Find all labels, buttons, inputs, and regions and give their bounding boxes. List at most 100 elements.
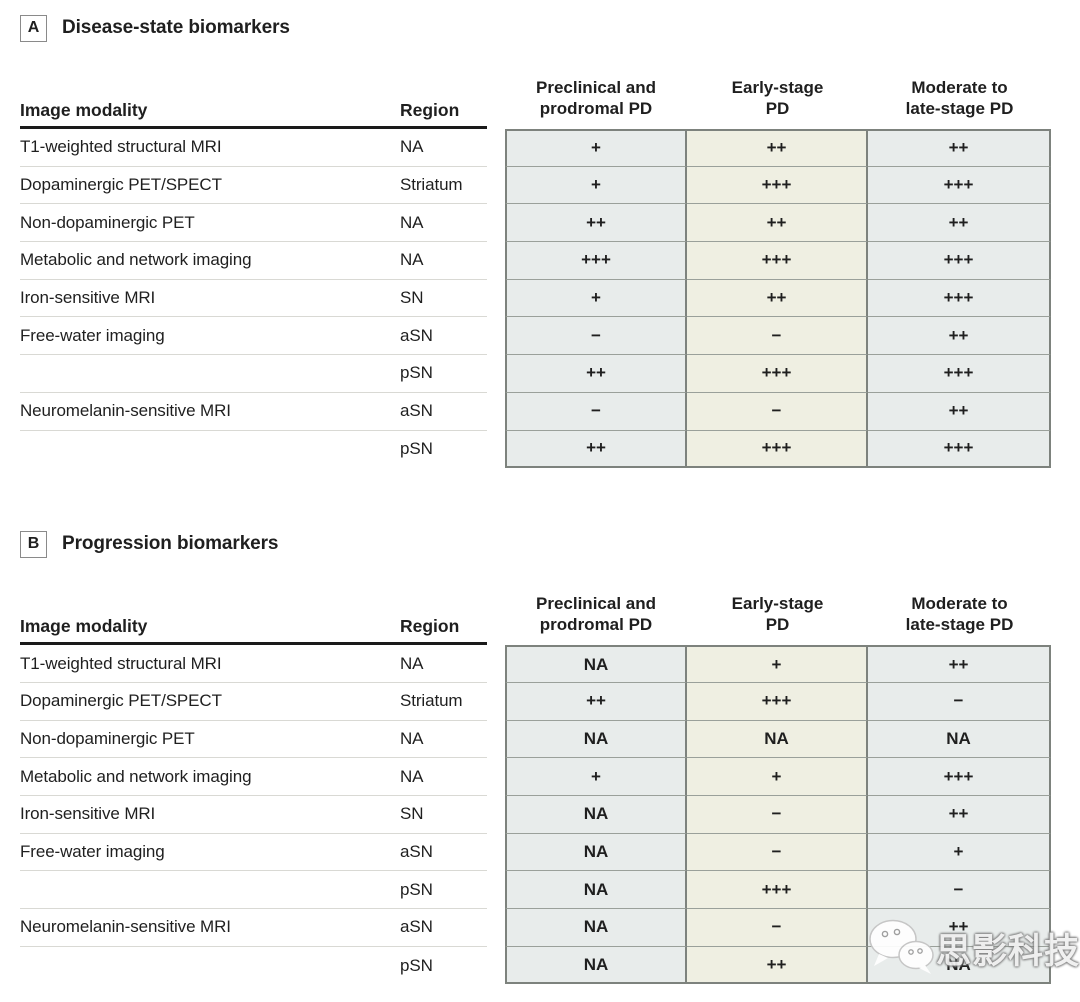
- table-row: Dopaminergic PET/SPECT Striatum ++ +++ −: [20, 682, 1051, 721]
- row-spacer: [487, 834, 505, 872]
- table-row: Neuromelanin-sensitive MRI aSN NA − ++: [20, 909, 1051, 947]
- row-spacer: [487, 796, 505, 834]
- stage-cell-preclinical: −: [505, 317, 687, 356]
- row-spacer: [487, 355, 505, 393]
- header-line: Moderate to: [911, 78, 1008, 97]
- column-header-preclinical: Preclinical and prodromal PD: [505, 594, 687, 645]
- stage-cell-preclinical: NA: [505, 720, 687, 759]
- column-header-modality: Image modality: [20, 100, 400, 129]
- header-line: prodromal PD: [539, 614, 653, 634]
- table-row: Iron-sensitive MRI SN NA − ++: [20, 795, 1051, 834]
- modality-cell: Non-dopaminergic PET: [20, 204, 400, 243]
- table-row: Free-water imaging aSN NA − +: [20, 833, 1051, 872]
- stage-cell-preclinical: −: [505, 392, 687, 431]
- row-spacer: [487, 167, 505, 205]
- region-cell: NA: [400, 721, 487, 759]
- region-cell: aSN: [400, 317, 487, 356]
- row-spacer: [487, 317, 505, 355]
- row-spacer: [487, 204, 505, 242]
- stage-cell-moderate: NA: [868, 720, 1051, 759]
- modality-cell: Iron-sensitive MRI: [20, 796, 400, 834]
- stage-cell-early: +++: [687, 430, 868, 469]
- column-header-preclinical: Preclinical and prodromal PD: [505, 78, 687, 129]
- row-spacer: [487, 758, 505, 796]
- stage-cell-moderate: ++: [868, 645, 1051, 683]
- stage-cell-early: −: [687, 795, 868, 834]
- table-row: Neuromelanin-sensitive MRI aSN − − ++: [20, 392, 1051, 431]
- modality-cell: [20, 431, 400, 469]
- column-header-early: Early-stage PD: [687, 594, 868, 645]
- stage-cell-preclinical: NA: [505, 645, 687, 683]
- column-header-early: Early-stage PD: [687, 78, 868, 129]
- header-line: Preclinical and: [536, 78, 656, 97]
- modality-cell: Neuromelanin-sensitive MRI: [20, 909, 400, 947]
- stage-cell-preclinical: +: [505, 758, 687, 796]
- stage-cell-early: NA: [687, 720, 868, 759]
- region-cell: pSN: [400, 439, 433, 459]
- row-spacer: [487, 129, 505, 167]
- table-row: T1-weighted structural MRI NA NA + ++: [20, 645, 1051, 683]
- table-row: pSN ++ +++ +++: [20, 430, 1051, 469]
- row-spacer: [487, 871, 505, 909]
- modality-cell: Dopaminergic PET/SPECT: [20, 167, 400, 205]
- stage-cell-early: ++: [687, 204, 868, 243]
- region-cell: SN: [400, 280, 487, 318]
- modality-cell: Metabolic and network imaging: [20, 242, 400, 280]
- panel-a-label: A: [20, 14, 47, 42]
- stage-cell-preclinical: ++: [505, 682, 687, 721]
- table-row: T1-weighted structural MRI NA + ++ ++: [20, 129, 1051, 167]
- header-line: Early-stage: [731, 78, 824, 97]
- stage-cell-early: +++: [687, 242, 868, 280]
- modality-cell: T1-weighted structural MRI: [20, 645, 400, 683]
- stage-cell-preclinical: ++: [505, 355, 687, 393]
- region-cell: NA: [400, 645, 487, 683]
- panel-b-label: B: [20, 530, 47, 558]
- stage-cell-early: +: [687, 645, 868, 683]
- header-line: PD: [765, 98, 790, 118]
- header-line: Early-stage: [731, 594, 824, 614]
- panel-b: B Progression biomarkers Image modality …: [20, 530, 1051, 985]
- stage-cell-moderate: +++: [868, 430, 1051, 469]
- table-row: Iron-sensitive MRI SN + ++ +++: [20, 279, 1051, 318]
- modality-cell: [20, 871, 400, 909]
- panel-b-header-row: Image modality Region Preclinical and pr…: [20, 594, 1051, 646]
- modality-cell: Free-water imaging: [20, 317, 400, 356]
- stage-cell-moderate: +: [868, 833, 1051, 872]
- panel-a-table-body: T1-weighted structural MRI NA + ++ ++ Dopamin…: [20, 129, 1051, 469]
- column-header-moderate: Moderate to late-stage PD: [868, 78, 1051, 129]
- modality-cell: Free-water imaging: [20, 834, 400, 872]
- stage-cell-moderate: ++: [868, 909, 1051, 947]
- row-spacer: [487, 909, 505, 947]
- stage-cell-preclinical: NA: [505, 946, 687, 985]
- stage-cell-moderate: −: [868, 871, 1051, 909]
- panel-a: A Disease-state biomarkers Image modalit…: [20, 14, 1051, 469]
- region-cell: pSN: [400, 355, 487, 393]
- panel-b-title: Progression biomarkers: [62, 533, 279, 555]
- column-header-moderate: Moderate to late-stage PD: [868, 594, 1051, 645]
- modality-cell: Metabolic and network imaging: [20, 758, 400, 796]
- stage-cell-moderate: ++: [868, 317, 1051, 356]
- stage-cell-moderate: +++: [868, 242, 1051, 280]
- stage-cell-preclinical: ++: [505, 430, 687, 469]
- modality-cell: Dopaminergic PET/SPECT: [20, 683, 400, 721]
- region-cell: aSN: [400, 909, 487, 947]
- table-row: Dopaminergic PET/SPECT Striatum + +++ +++: [20, 166, 1051, 205]
- stage-cell-moderate: −: [868, 682, 1051, 721]
- stage-cell-moderate: ++: [868, 795, 1051, 834]
- panel-a-head: A Disease-state biomarkers: [20, 14, 1051, 42]
- row-spacer: [487, 431, 505, 469]
- column-header-region: Region: [400, 100, 487, 129]
- table-row: pSN NA ++ NA: [20, 946, 1051, 985]
- stage-cell-preclinical: +: [505, 129, 687, 167]
- panel-b-table-body: T1-weighted structural MRI NA NA + ++ Dopamin…: [20, 645, 1051, 985]
- modality-cell: T1-weighted structural MRI: [20, 129, 400, 167]
- header-line: prodromal PD: [539, 98, 653, 118]
- stage-cell-early: −: [687, 833, 868, 872]
- header-line: Moderate to: [911, 594, 1008, 614]
- modality-cell: [20, 355, 400, 393]
- stage-cell-early: ++: [687, 279, 868, 318]
- stage-cell-preclinical: +++: [505, 242, 687, 280]
- stage-cell-early: ++: [687, 946, 868, 985]
- row-spacer: [487, 645, 505, 683]
